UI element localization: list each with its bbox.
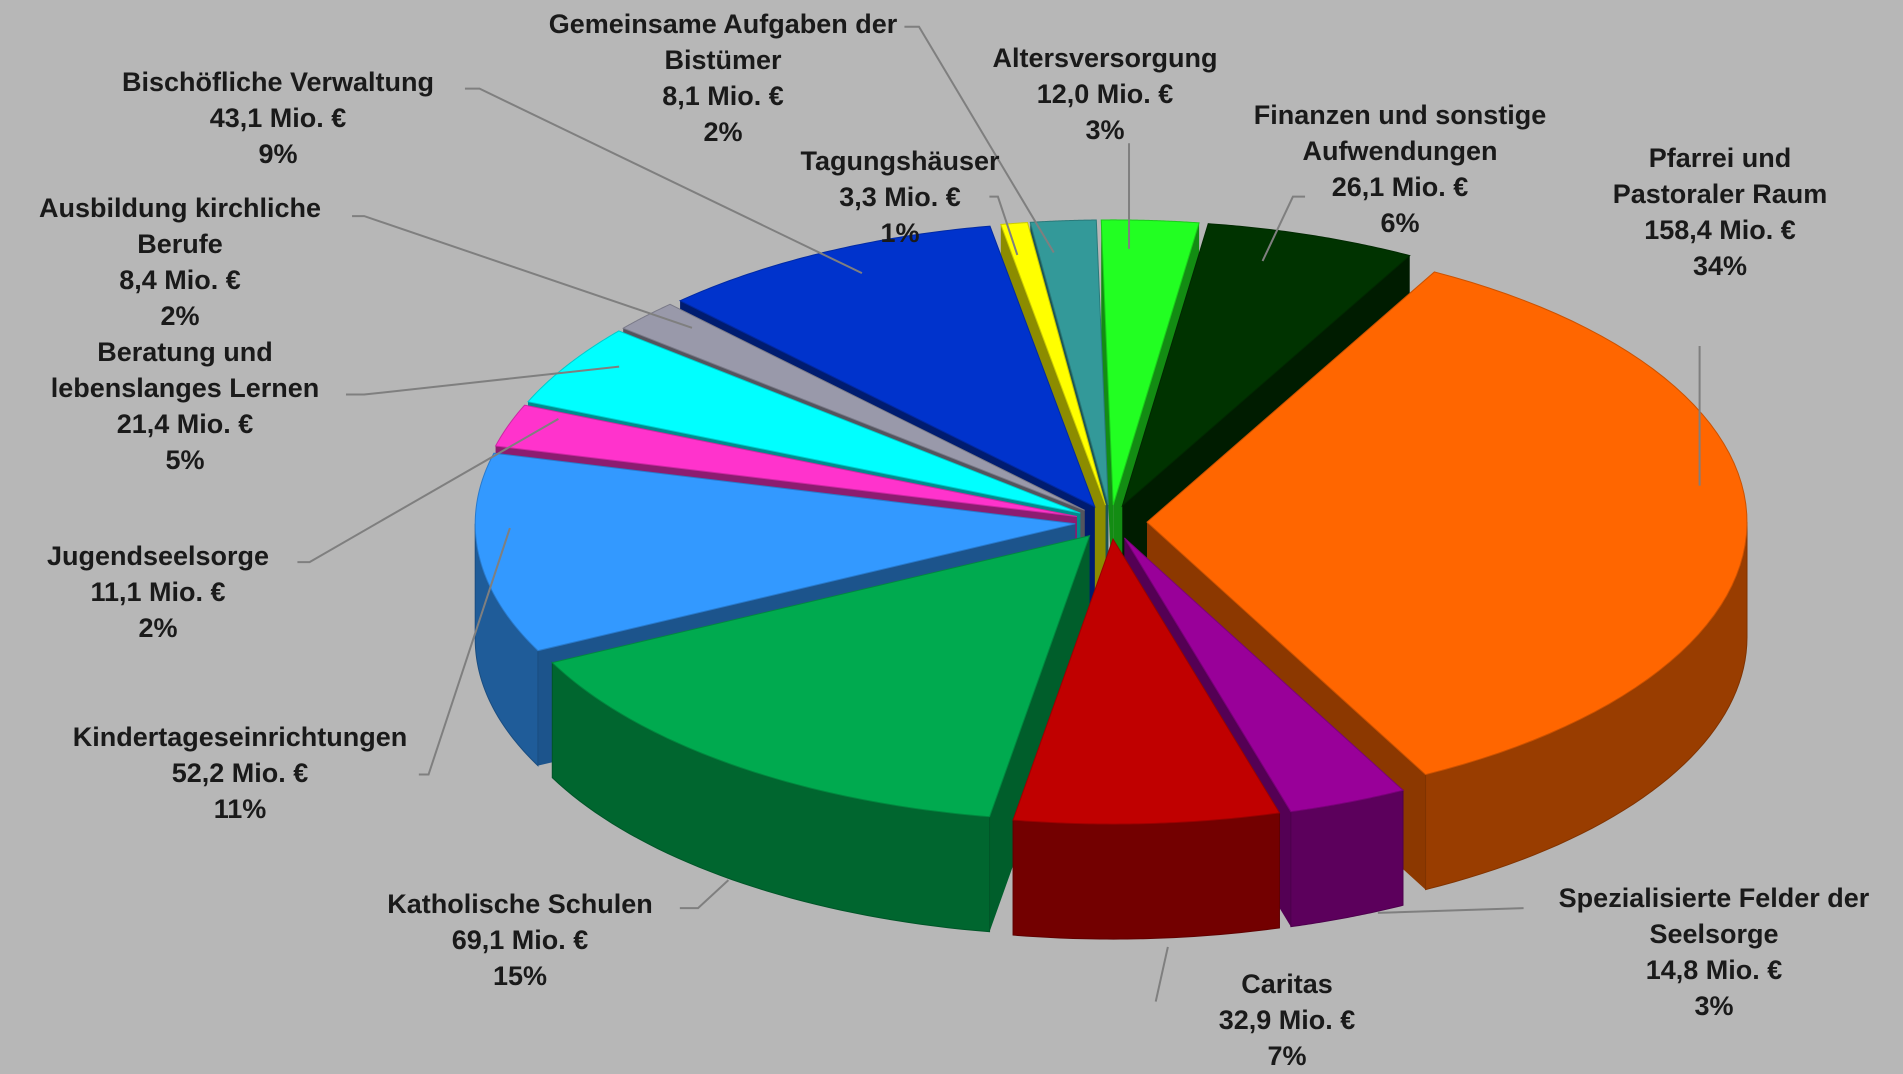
category-label: Kindertageseinrichtungen [72,722,408,752]
value-label: 14,8 Mio. € [1645,955,1783,985]
slice-label: Tagungshäuser 3,3 Mio. € 1% [750,143,1050,251]
leader-line [418,527,511,776]
value-label: 1% [880,218,920,248]
slice [1123,537,1405,813]
slice [1121,223,1411,508]
leader-line [1261,195,1306,262]
value-label: 15% [492,961,548,991]
value-label: 34% [1692,251,1748,281]
value-label: 8,4 Mio. € [119,265,241,295]
slice [1000,221,1107,506]
slice-label: Gemeinsame Aufgaben der Bistümer 8,1 Mio.… [538,6,908,150]
leader-line [345,365,620,396]
slice [551,535,1091,818]
value-label: 2% [160,301,200,331]
slice [1012,537,1281,825]
slice [474,452,1076,652]
leader-line [1377,907,1524,914]
value-label: 3% [1694,991,1734,1021]
value-label: 7% [1267,1041,1307,1071]
value-label: 6% [1380,208,1420,238]
value-label: 69,1 Mio. € [451,925,589,955]
value-label: 43,1 Mio. € [209,103,347,133]
value-label: 21,4 Mio. € [116,409,254,439]
leader-line [679,879,730,910]
value-label: 5% [165,445,205,475]
value-label: 158,4 Mio. € [1644,215,1796,245]
slice-label: Altersversorgung 12,0 Mio. € 3% [905,40,1305,148]
slice-label: Katholische Schulen 69,1 Mio. € 15% [320,886,720,994]
value-label: 11,1 Mio. € [90,577,226,607]
category-label: Ausbildung kirchliche Berufe [38,193,322,259]
category-label: Pfarrei und Pastoraler Raum [1612,143,1828,209]
value-label: 3% [1085,115,1125,145]
leader-line [1154,946,1169,1002]
slice [1029,219,1109,506]
value-label: 2% [703,117,743,147]
category-label: Caritas [1241,969,1333,999]
value-label: 32,9 Mio. € [1218,1005,1356,1035]
value-label: 52,2 Mio. € [171,758,309,788]
slice-side [1012,812,1280,940]
leader-line [464,87,863,275]
category-label: Beratung und lebenslanges Lernen [50,337,320,403]
category-label: Tagungshäuser [800,146,1000,176]
slice-label: Pfarrei und Pastoraler Raum 158,4 Mio. € 3… [1585,140,1855,284]
value-label: 9% [258,139,298,169]
slice-side [1290,789,1404,928]
slice [527,330,1081,514]
category-label: Altersversorgung [992,43,1218,73]
slice-label: Jugendseelsorge 11,1 Mio. € 2% [8,538,308,646]
category-label: Jugendseelsorge [46,541,270,571]
value-label: 8,1 Mio. € [662,81,784,111]
leader-line [352,215,693,329]
category-label: Katholische Schulen [387,889,653,919]
value-label: 3,3 Mio. € [839,182,961,212]
slice-label: Ausbildung kirchliche Berufe 8,4 Mio. € 2% [5,190,355,334]
slice [678,225,1096,508]
slice-label: Kindertageseinrichtungen 52,2 Mio. € 11% [20,719,460,827]
slice [622,303,1085,511]
slice-label: Bischöfliche Verwaltung 43,1 Mio. € 9% [78,64,478,172]
slice [1100,219,1200,506]
category-label: Finanzen und sonstige Aufwendungen [1253,100,1547,166]
slice [494,404,1077,518]
leader-line [989,195,1019,256]
value-label: 26,1 Mio. € [1331,172,1469,202]
slice-label: Spezialisierte Felder der Seelsorge 14,8 … [1527,880,1902,1024]
category-label: Gemeinsame Aufgaben der Bistümer [548,9,898,75]
value-label: 12,0 Mio. € [1036,79,1174,109]
slice-cut-face [1101,219,1114,620]
slice-label: Finanzen und sonstige Aufwendungen 26,1 M… [1215,97,1585,241]
slice-label: Caritas 32,9 Mio. € 7% [1137,966,1437,1074]
value-label: 2% [138,613,178,643]
value-label: 11% [213,794,267,824]
category-label: Bischöfliche Verwaltung [121,67,435,97]
leader-line [297,417,559,564]
slice [1146,271,1748,776]
category-label: Spezialisierte Felder der Seelsorge [1558,883,1870,949]
slice-label: Beratung und lebenslanges Lernen 21,4 Mio… [20,334,350,478]
leader-line [904,25,1055,254]
